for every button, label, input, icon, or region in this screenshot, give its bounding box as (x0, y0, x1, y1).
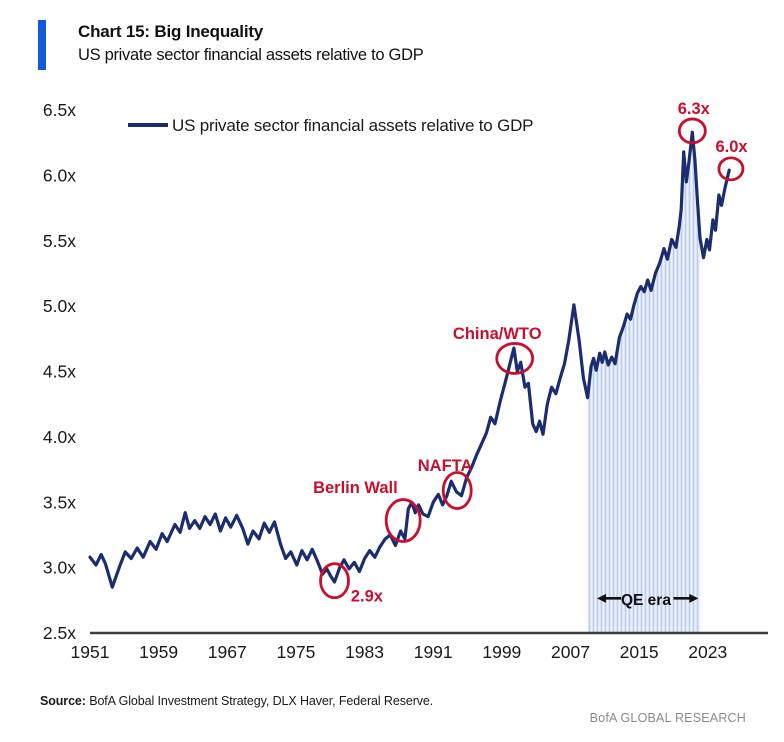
annotation-circle (677, 117, 707, 145)
annotation-circle (717, 156, 745, 182)
axis-ticks: 2.5x 3.0x 3.5x 4.0x 4.5x 5.0x 5.5x 6.0x 6.5x 1951… (43, 100, 727, 662)
y-tick-label: 3.5x (43, 492, 76, 512)
x-tick-label: 1983 (345, 642, 384, 662)
qe-area-fill (587, 132, 701, 633)
source-note: Source: BofA Global Investment Strategy,… (40, 694, 433, 708)
annotation-label: 6.0x (715, 138, 748, 156)
source-label: Source: (40, 694, 86, 708)
x-tick-label: 1991 (414, 642, 453, 662)
y-tick-label: 2.5x (43, 623, 76, 643)
legend: US private sector financial assets relat… (128, 116, 534, 135)
page-subtitle: US private sector financial assets relat… (78, 46, 424, 64)
legend-label: US private sector financial assets relat… (172, 116, 533, 135)
x-tick-label: 1959 (139, 642, 178, 662)
qe-shaded-region (587, 132, 701, 633)
y-tick-label: 3.0x (43, 558, 76, 578)
annotation-circle (319, 562, 350, 600)
annotation-circle (384, 498, 422, 543)
x-tick-label: 2015 (620, 642, 659, 662)
qe-arrow-right-icon (689, 593, 699, 603)
annotation-circle (495, 342, 535, 375)
annotation-label: Berlin Wall (313, 479, 398, 497)
qe-era-label: QE era (621, 592, 671, 609)
x-tick-label: 2007 (551, 642, 590, 662)
y-tick-label: 4.0x (43, 427, 76, 447)
y-tick-label: 5.5x (43, 231, 76, 251)
y-tick-label: 5.0x (43, 296, 76, 316)
x-tick-label: 1967 (208, 642, 247, 662)
x-tick-label: 2023 (688, 642, 727, 662)
page-title: Chart 15: Big Inequality (78, 22, 264, 41)
annotation-label: 2.9x (351, 588, 384, 606)
annotation-circle (441, 471, 473, 510)
annotations-layer: 2.9x Berlin Wall NAFTA China/WTO 6.3x 6.0x QE … (313, 100, 748, 609)
x-tick-label: 1975 (276, 642, 315, 662)
annotation-label: NAFTA (418, 457, 473, 475)
accent-bar (38, 20, 46, 70)
chart-svg: 2.5x 3.0x 3.5x 4.0x 4.5x 5.0x 5.5x 6.0x 6.5x 1951… (43, 100, 768, 662)
series-path (88, 130, 731, 589)
chart-header: Chart 15: Big Inequality US private sect… (38, 20, 424, 70)
data-series-line (88, 130, 731, 589)
source-text: BofA Global Investment Strategy, DLX Hav… (85, 694, 434, 708)
qe-arrow-left-icon (597, 593, 607, 603)
chart-area: 2.5x 3.0x 3.5x 4.0x 4.5x 5.0x 5.5x 6.0x 6.5x 1951… (0, 85, 784, 685)
x-tick-label: 1999 (482, 642, 521, 662)
y-tick-label: 6.0x (43, 165, 76, 185)
y-tick-label: 4.5x (43, 362, 76, 382)
y-tick-label: 6.5x (43, 100, 76, 120)
annotation-label: 6.3x (678, 100, 711, 118)
annotation-label: China/WTO (453, 325, 542, 343)
x-tick-label: 1951 (71, 642, 110, 662)
brand-label: BofA GLOBAL RESEARCH (589, 711, 746, 725)
